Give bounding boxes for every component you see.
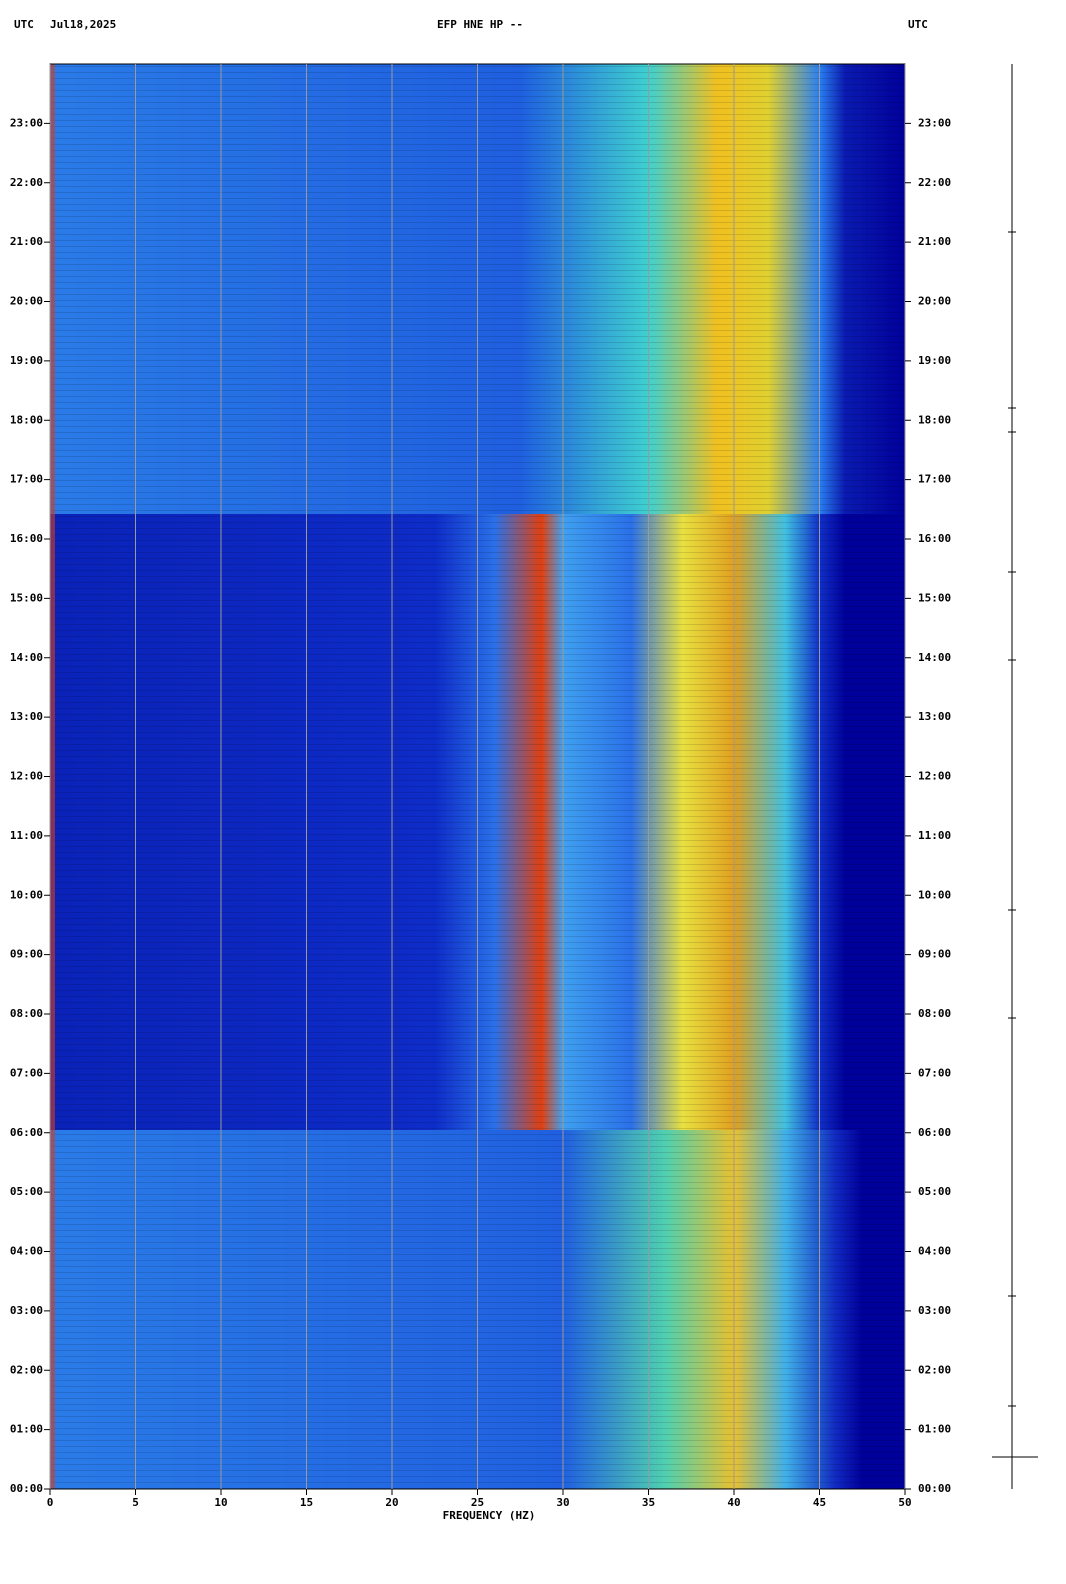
x-tick-label: 5 xyxy=(132,1496,139,1509)
x-tick-label: 30 xyxy=(556,1496,569,1509)
x-tick-label: 50 xyxy=(898,1496,911,1509)
y-tick-label-right: 07:00 xyxy=(918,1066,951,1079)
x-axis-label: FREQUENCY (HZ) xyxy=(443,1509,536,1522)
y-tick-label-right: 06:00 xyxy=(918,1126,951,1139)
y-tick-label-right: 04:00 xyxy=(918,1245,951,1258)
x-tick-label: 45 xyxy=(813,1496,826,1509)
y-tick-label: 04:00 xyxy=(10,1245,43,1258)
x-tick-label: 20 xyxy=(385,1496,398,1509)
y-tick-label-right: 10:00 xyxy=(918,888,951,901)
y-tick-label-right: 16:00 xyxy=(918,532,951,545)
y-tick-label-right: 21:00 xyxy=(918,235,951,248)
y-tick-label: 14:00 xyxy=(10,651,43,664)
x-tick-label: 25 xyxy=(471,1496,484,1509)
side-trace xyxy=(992,64,1038,1489)
y-tick-label: 16:00 xyxy=(10,532,43,545)
y-tick-label-right: 11:00 xyxy=(918,829,951,842)
y-tick-label-right: 03:00 xyxy=(918,1304,951,1317)
y-tick-label: 17:00 xyxy=(10,473,43,486)
y-tick-label: 23:00 xyxy=(10,116,43,129)
x-tick-label: 15 xyxy=(300,1496,313,1509)
y-tick-label: 19:00 xyxy=(10,354,43,367)
y-tick-label-right: 15:00 xyxy=(918,591,951,604)
y-tick-label: 20:00 xyxy=(10,295,43,308)
y-tick-label: 21:00 xyxy=(10,235,43,248)
x-tick-label: 35 xyxy=(642,1496,655,1509)
y-tick-label: 09:00 xyxy=(10,948,43,961)
y-tick-label-right: 01:00 xyxy=(918,1423,951,1436)
y-tick-label: 02:00 xyxy=(10,1363,43,1376)
y-tick-label-right: 12:00 xyxy=(918,770,951,783)
y-tick-label-right: 09:00 xyxy=(918,948,951,961)
y-tick-label: 11:00 xyxy=(10,829,43,842)
y-tick-label: 10:00 xyxy=(10,888,43,901)
y-tick-label-right: 22:00 xyxy=(918,176,951,189)
y-tick-label-right: 13:00 xyxy=(918,710,951,723)
y-tick-label: 01:00 xyxy=(10,1423,43,1436)
y-tick-label-right: 02:00 xyxy=(918,1363,951,1376)
y-tick-label: 06:00 xyxy=(10,1126,43,1139)
timezone-left: UTC xyxy=(14,18,34,31)
y-tick-label-right: 23:00 xyxy=(918,116,951,129)
y-tick-label: 00:00 xyxy=(10,1482,43,1495)
chart-title: EFP HNE HP -- xyxy=(437,18,523,31)
y-tick-label: 07:00 xyxy=(10,1066,43,1079)
date: Jul18,2025 xyxy=(50,18,116,31)
y-tick-label-right: 00:00 xyxy=(918,1482,951,1495)
y-tick-label-right: 14:00 xyxy=(918,651,951,664)
timezone-right: UTC xyxy=(908,18,928,31)
x-tick-label: 10 xyxy=(214,1496,227,1509)
y-tick-label: 22:00 xyxy=(10,176,43,189)
y-tick-label: 12:00 xyxy=(10,770,43,783)
y-tick-label: 13:00 xyxy=(10,710,43,723)
x-tick-label: 0 xyxy=(47,1496,54,1509)
y-tick-label-right: 18:00 xyxy=(918,413,951,426)
y-tick-label: 03:00 xyxy=(10,1304,43,1317)
y-tick-label-right: 17:00 xyxy=(918,473,951,486)
x-tick-label: 40 xyxy=(727,1496,740,1509)
y-tick-label-right: 05:00 xyxy=(918,1185,951,1198)
y-tick-label: 05:00 xyxy=(10,1185,43,1198)
y-tick-label-right: 20:00 xyxy=(918,295,951,308)
y-tick-label: 18:00 xyxy=(10,413,43,426)
y-tick-label-right: 08:00 xyxy=(918,1007,951,1020)
y-tick-label-right: 19:00 xyxy=(918,354,951,367)
y-tick-label: 08:00 xyxy=(10,1007,43,1020)
y-tick-label: 15:00 xyxy=(10,591,43,604)
